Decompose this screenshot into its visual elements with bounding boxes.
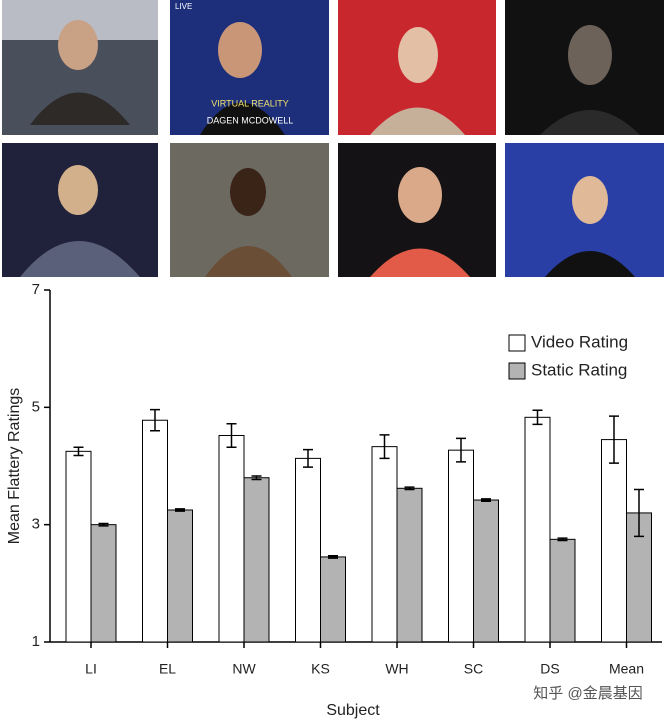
face [218, 22, 262, 78]
face [398, 27, 438, 83]
error-bar [557, 537, 568, 542]
body [540, 110, 640, 135]
legend-label: Static Rating [531, 360, 627, 379]
face [572, 176, 608, 224]
legend-label: Video Rating [531, 332, 628, 351]
bar [295, 457, 321, 643]
error-bar [98, 522, 109, 527]
watermark: 知乎 @金晨基因 [533, 685, 642, 702]
legend-swatch [508, 362, 526, 380]
y-tick-label: 7 [32, 281, 40, 298]
bar [448, 449, 474, 643]
bar [320, 556, 346, 643]
bar [218, 434, 245, 643]
y-axis-label: Mean Flattery Ratings [6, 388, 23, 545]
chart: 1 3 5 7 LI EL NW KS WH SC DS Mean Video Rating Static… [32, 281, 662, 677]
bar [167, 509, 193, 643]
error-bar [456, 437, 466, 463]
photo-text: VIRTUAL REALITY [211, 98, 289, 108]
face [58, 20, 98, 70]
bar [549, 538, 576, 643]
error-bar [328, 555, 338, 559]
bar [371, 446, 398, 643]
error-bar [303, 448, 313, 468]
face [398, 167, 442, 223]
photo-text: DAGEN MCDOWELL [207, 115, 294, 125]
photo-text: LIVE [175, 2, 192, 11]
error-bar [150, 408, 160, 432]
bar [243, 477, 270, 643]
body [20, 241, 140, 277]
bar [142, 419, 168, 643]
x-tick-label: WH [385, 661, 408, 677]
x-axis-label: Subject [326, 702, 380, 719]
bar [524, 416, 551, 643]
error-bar [404, 486, 415, 491]
body [370, 248, 470, 277]
face [568, 25, 612, 85]
error-bar [634, 488, 644, 538]
body [205, 246, 292, 277]
bar [65, 450, 92, 643]
bar [601, 439, 627, 643]
photo-grid: LIVE VIRTUAL REALITY DAGEN MCDOWELL [2, 0, 664, 277]
body [30, 92, 130, 125]
x-tick-label: SC [464, 661, 483, 677]
error-bar [251, 475, 262, 481]
bar [90, 524, 117, 643]
y-tick-label: 1 [32, 633, 40, 650]
y-tick-label: 3 [32, 516, 40, 533]
error-bar [73, 446, 84, 457]
body [545, 251, 635, 277]
bar [473, 499, 499, 643]
error-bar [226, 423, 237, 448]
y-tick-label: 5 [32, 398, 40, 415]
legend-swatch [508, 334, 526, 352]
x-tick-label: DS [540, 661, 559, 677]
body [200, 102, 285, 135]
error-bar [481, 498, 491, 502]
body [370, 107, 465, 135]
face [58, 165, 98, 215]
error-bar [175, 508, 185, 512]
x-tick-label: KS [311, 661, 330, 677]
x-tick-label: LI [85, 661, 97, 677]
error-bar [379, 434, 390, 460]
bar [396, 487, 423, 643]
x-tick-label: Mean [609, 661, 644, 677]
x-tick-label: NW [232, 661, 256, 677]
error-bar [532, 409, 543, 426]
face [230, 168, 266, 216]
x-tick-label: EL [159, 661, 176, 677]
error-bar [609, 415, 619, 464]
